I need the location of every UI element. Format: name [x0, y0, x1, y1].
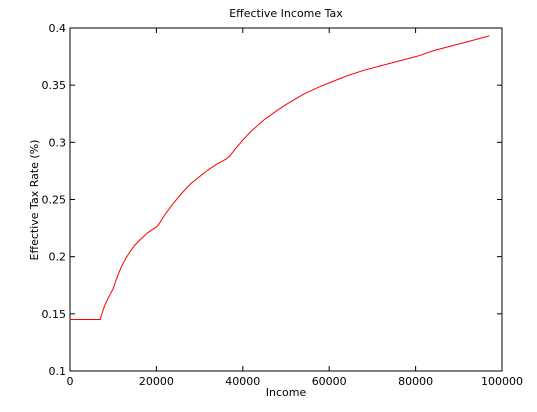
series-point: [104, 305, 106, 307]
effective-tax-rate-line: [70, 35, 490, 321]
series-point: [173, 202, 175, 204]
y-tick-label: 0.35: [42, 79, 67, 92]
series-point: [466, 41, 468, 43]
series-point: [380, 65, 382, 67]
x-axis: 0 20000 40000 60000 80000 100000: [67, 28, 523, 388]
series-point: [242, 139, 244, 141]
series-point: [250, 130, 252, 132]
series-point: [100, 315, 102, 317]
series-point: [225, 159, 226, 160]
series-point: [190, 183, 192, 184]
y-tick-label: 0.1: [49, 365, 67, 378]
chart-title: Effective Income Tax: [229, 7, 343, 20]
series-point: [158, 224, 160, 226]
series-point: [419, 54, 421, 56]
series-point: [432, 50, 434, 52]
series-point: [363, 69, 365, 71]
series-point: [125, 257, 127, 259]
series-point: [181, 192, 183, 194]
x-tick-label: 100000: [481, 375, 523, 388]
y-tick-label: 0.2: [49, 251, 67, 264]
series-point: [449, 45, 451, 47]
series-point: [121, 265, 123, 267]
y-axis: 0.1 0.15 0.2 0.25 0.3 0.35 0.4: [42, 22, 502, 378]
series-point: [263, 119, 265, 120]
series-point: [112, 288, 114, 290]
series-point: [285, 104, 287, 106]
x-tick-label: 80000: [398, 375, 433, 388]
y-tick-label: 0.3: [49, 136, 67, 149]
series-point: [302, 93, 304, 95]
x-tick-label: 0: [67, 375, 74, 388]
series-point: [134, 244, 136, 246]
series-point: [147, 232, 149, 234]
series-point: [276, 109, 278, 111]
series-point: [397, 60, 399, 62]
x-tick-label: 60000: [312, 375, 347, 388]
series-point: [216, 163, 218, 165]
y-tick-label: 0.25: [42, 194, 67, 207]
x-axis-label: Income: [266, 386, 307, 399]
series-points: [69, 35, 490, 320]
series-point: [199, 176, 201, 178]
x-tick-label: 40000: [225, 375, 260, 388]
series-point: [108, 296, 110, 298]
series-point: [229, 155, 231, 157]
y-tick-label: 0.15: [42, 308, 67, 321]
series-point: [488, 35, 490, 37]
series-point: [484, 36, 486, 38]
series-point: [138, 240, 140, 242]
series-point: [415, 56, 417, 58]
series-point: [207, 169, 209, 171]
x-tick-label: 20000: [139, 375, 174, 388]
series-point: [117, 275, 118, 277]
plot-area-frame: [69, 27, 503, 372]
series-point: [233, 149, 235, 151]
series-point: [99, 319, 101, 320]
series-point: [130, 250, 131, 252]
y-axis-label: Effective Tax Rate (%): [28, 140, 41, 261]
series-point: [155, 226, 157, 228]
series-point: [320, 85, 322, 87]
series-point: [69, 319, 71, 320]
series-point: [164, 213, 166, 215]
y-tick-label: 0.4: [49, 22, 67, 35]
series-point: [328, 82, 330, 84]
series-point: [346, 75, 347, 77]
